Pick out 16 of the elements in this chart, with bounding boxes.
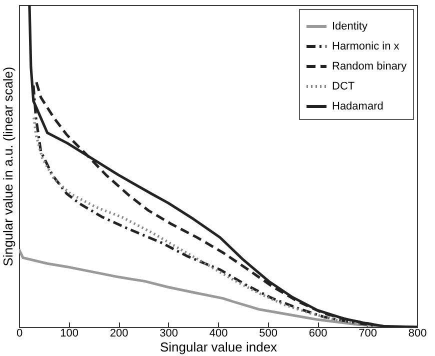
x-tick-label: 0: [16, 328, 23, 340]
x-axis-title: Singular value index: [160, 340, 278, 354]
legend-label: Identity: [332, 20, 368, 32]
legend-label: Hadamard: [332, 100, 384, 112]
x-tick-label: 200: [110, 328, 128, 340]
x-tick-label: 300: [160, 328, 178, 340]
x-tick-label: 100: [60, 328, 78, 340]
y-axis-title: Singular value in a.u. (linear scale): [0, 66, 16, 266]
x-tick-label: 500: [259, 328, 278, 340]
legend-label: Harmonic in x: [332, 40, 400, 52]
x-tick-label: 400: [209, 328, 228, 340]
x-tick-label: 600: [308, 328, 328, 340]
legend-label: Random binary: [332, 60, 408, 72]
x-tick-label: 800: [408, 328, 427, 340]
legend-label: DCT: [332, 80, 355, 92]
x-tick-label: 700: [358, 328, 377, 340]
